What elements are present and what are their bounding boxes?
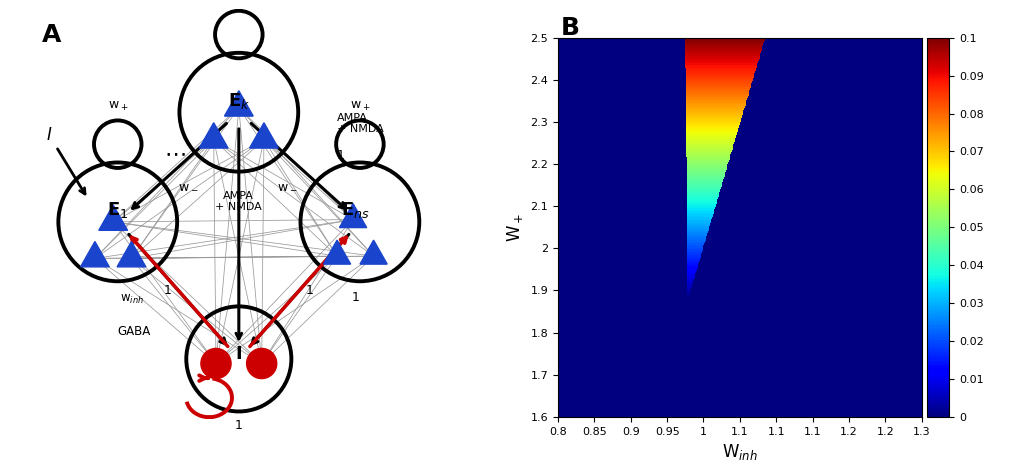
Text: AMPA
+ NMDA: AMPA + NMDA [215,190,262,212]
Polygon shape [224,91,253,116]
Polygon shape [200,123,228,148]
Text: AMPA
+ NMDA: AMPA + NMDA [337,113,384,134]
Polygon shape [117,242,145,267]
Text: 1: 1 [351,291,359,304]
X-axis label: W$_{inh}$: W$_{inh}$ [722,442,758,462]
Text: w$_-$: w$_-$ [276,179,297,192]
Text: 1: 1 [306,284,313,297]
Text: A: A [42,23,61,47]
Polygon shape [81,242,110,267]
Y-axis label: W$_+$: W$_+$ [505,212,525,242]
Text: GABA: GABA [117,325,151,338]
Circle shape [201,349,231,379]
Polygon shape [360,240,387,264]
Text: B: B [561,16,581,41]
Text: $\cdots$: $\cdots$ [164,143,185,163]
Text: $\mathbf{E}_k$: $\mathbf{E}_k$ [227,91,250,111]
Text: w$_+$: w$_+$ [349,99,370,113]
Polygon shape [324,240,350,264]
Text: w$_-$: w$_-$ [178,179,199,192]
Text: 1: 1 [164,284,172,297]
Text: w$_+$: w$_+$ [228,0,249,3]
Text: 1: 1 [337,149,345,162]
Text: w$_+$: w$_+$ [108,99,128,113]
Text: w$_{inh}$: w$_{inh}$ [120,293,143,306]
Text: 1: 1 [234,419,243,432]
Circle shape [247,349,276,379]
Polygon shape [339,203,367,227]
Text: $\mathbf{E}_{ns}$: $\mathbf{E}_{ns}$ [341,201,370,220]
Text: I: I [47,126,51,144]
Text: $\mathbf{E}_1$: $\mathbf{E}_1$ [108,201,128,220]
Polygon shape [99,205,128,230]
Polygon shape [250,123,279,148]
Text: $\mathbf{I}$: $\mathbf{I}$ [236,345,243,363]
